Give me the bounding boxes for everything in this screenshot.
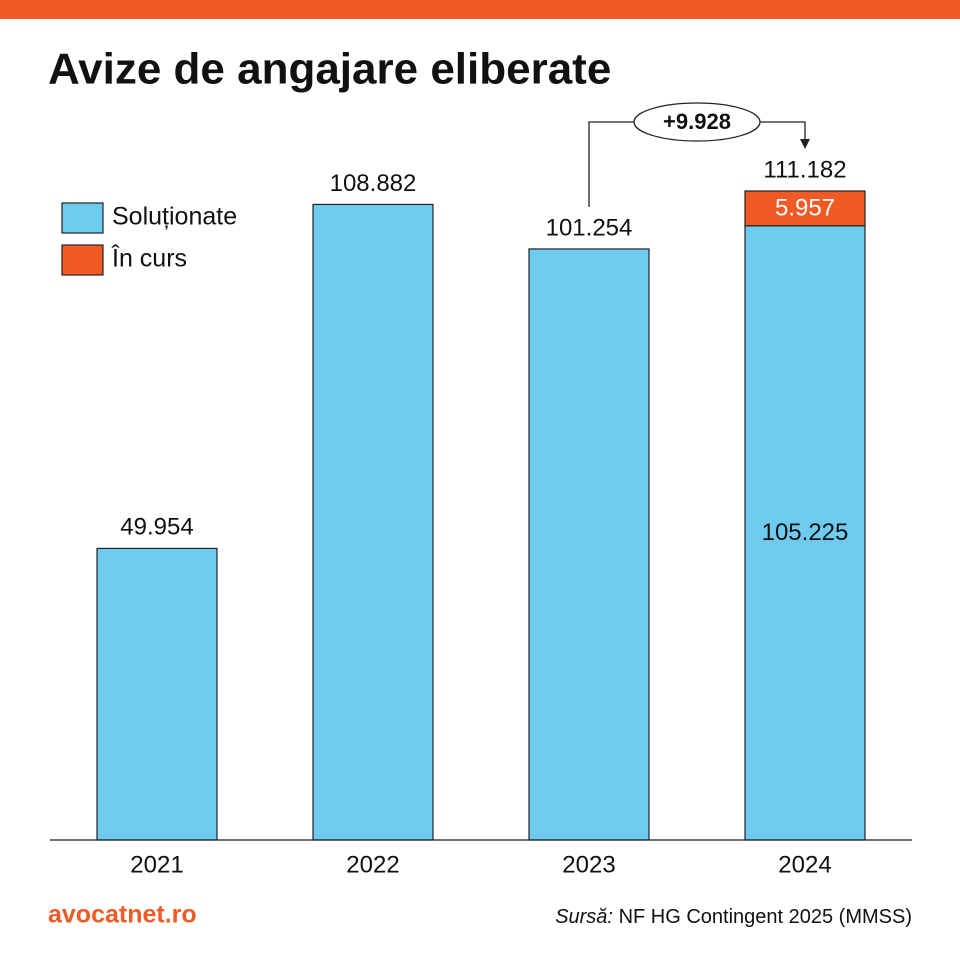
- source: Sursă: NF HG Contingent 2025 (MMSS): [555, 906, 912, 928]
- total-label: 111.182: [763, 156, 846, 183]
- value-label: 101.254: [546, 214, 633, 241]
- bar: [312, 203, 434, 841]
- source-label: Sursă:: [555, 906, 613, 928]
- x-tick-label: 2021: [130, 851, 183, 878]
- brand: avocatnet.ro: [48, 901, 197, 929]
- legend-label: Soluționate: [112, 203, 237, 231]
- bar: [744, 190, 866, 227]
- bar: [96, 547, 218, 841]
- x-tick-label: 2022: [346, 851, 399, 878]
- value-label: 108.882: [330, 170, 417, 197]
- legend-label: În curs: [111, 244, 187, 273]
- annotation-bubble: [633, 102, 761, 142]
- bar: [744, 225, 866, 841]
- x-tick-label: 2024: [778, 851, 831, 878]
- legend-swatch: [61, 244, 104, 276]
- segment-label: 5.957: [775, 195, 835, 222]
- annotation-arrowhead: [800, 139, 810, 149]
- annotation-label: +9.928: [663, 109, 731, 134]
- legend-swatch: [61, 202, 104, 234]
- bar: [528, 248, 650, 841]
- value-label: 49.954: [120, 514, 193, 541]
- source-text: NF HG Contingent 2025 (MMSS): [619, 906, 912, 928]
- top-band: [0, 0, 960, 19]
- chart-title: Avize de angajare eliberate: [48, 45, 611, 94]
- x-tick-label: 2023: [562, 851, 615, 878]
- segment-label: 105.225: [762, 519, 849, 546]
